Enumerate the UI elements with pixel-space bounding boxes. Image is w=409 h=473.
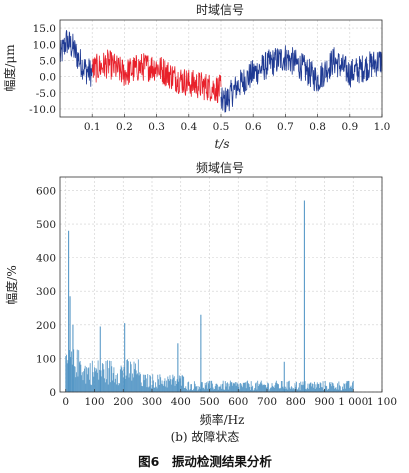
freq-x-tick-label: 100 (84, 396, 104, 408)
time-domain-chart: 时域信号 0.1 0.2 0.3 0.4 0.5 0.6 0.7 0.8 0.9 1.0 15.0… (2, 3, 390, 151)
time-y-tick-label: 15.0 (33, 23, 56, 35)
frequency-domain-y-ticks: 0 100 200 300 400 500 600 (36, 185, 56, 399)
time-domain-x-ticks: 0.1 0.2 0.3 0.4 0.5 0.6 0.7 0.8 0.9 1.0 (84, 114, 391, 133)
freq-y-tick-label: 200 (36, 320, 56, 332)
freq-x-tick-label: 500 (199, 396, 219, 408)
freq-x-tick-label: 700 (257, 396, 277, 408)
freq-x-tick-label: 200 (113, 396, 133, 408)
freq-x-tick-label: 400 (171, 396, 191, 408)
time-x-tick-label: 0.7 (277, 121, 294, 133)
frequency-domain-series (65, 200, 354, 392)
freq-x-tick-label: 1 000 (338, 396, 368, 408)
freq-x-tick-label: 300 (142, 396, 162, 408)
time-series-normal-line (220, 45, 383, 113)
time-series-normal-line (59, 30, 93, 87)
freq-y-tick-label: 500 (36, 219, 56, 231)
time-x-tick-label: 0.6 (245, 121, 262, 133)
frequency-domain-grid (60, 177, 383, 393)
freq-x-tick-label: 800 (286, 396, 306, 408)
time-domain-title: 时域信号 (196, 3, 244, 17)
freq-y-tick-label: 100 (36, 353, 56, 365)
time-y-tick-label: -5.0 (36, 88, 56, 100)
frequency-domain-title: 频域信号 (196, 161, 244, 175)
time-domain-y-label: 幅度/μm (2, 44, 17, 92)
freq-y-tick-label: 0 (49, 387, 56, 399)
time-y-tick-label: 5.0 (39, 55, 56, 67)
time-x-tick-label: 1.0 (374, 121, 391, 133)
frequency-domain-frame (59, 176, 383, 393)
freq-x-tick-label: 0 (62, 396, 69, 408)
time-x-tick-label: 0.9 (341, 121, 358, 133)
freq-x-tick-label: 600 (228, 396, 248, 408)
time-x-tick-label: 0.3 (148, 121, 165, 133)
figure-caption: 图6 振动检测结果分析 (138, 454, 272, 469)
time-x-tick-label: 0.4 (180, 121, 197, 133)
time-x-tick-label: 0.2 (116, 121, 133, 133)
time-x-tick-label: 0.1 (84, 121, 101, 133)
time-series-fault-line (91, 49, 222, 104)
time-domain-series (59, 30, 383, 113)
freq-y-tick-label: 400 (36, 253, 56, 265)
frequency-domain-y-label: 幅度/% (4, 265, 19, 304)
subfigure-caption: (b) 故障状态 (171, 429, 240, 444)
freq-y-tick-label: 300 (36, 286, 56, 298)
time-domain-x-label: t/s (214, 137, 229, 151)
frequency-domain-x-label: 频率/Hz (200, 412, 245, 427)
time-domain-y-ticks: 15.0 10.0 5.0 0.0 -5.0 -10.0 (29, 23, 56, 116)
time-x-tick-label: 0.8 (309, 121, 326, 133)
time-y-tick-label: 0.0 (39, 72, 56, 84)
freq-x-tick-label: 900 (314, 396, 334, 408)
time-y-tick-label: 10.0 (33, 39, 56, 51)
freq-x-tick-label: 1 100 (367, 396, 397, 408)
time-x-tick-label: 0.5 (213, 121, 230, 133)
frequency-domain-chart: 频域信号 0 100 200 300 400 500 600 700 800 900 1 0001 … (4, 161, 397, 427)
time-y-tick-label: -10.0 (29, 104, 56, 116)
freq-y-tick-label: 600 (36, 185, 56, 197)
